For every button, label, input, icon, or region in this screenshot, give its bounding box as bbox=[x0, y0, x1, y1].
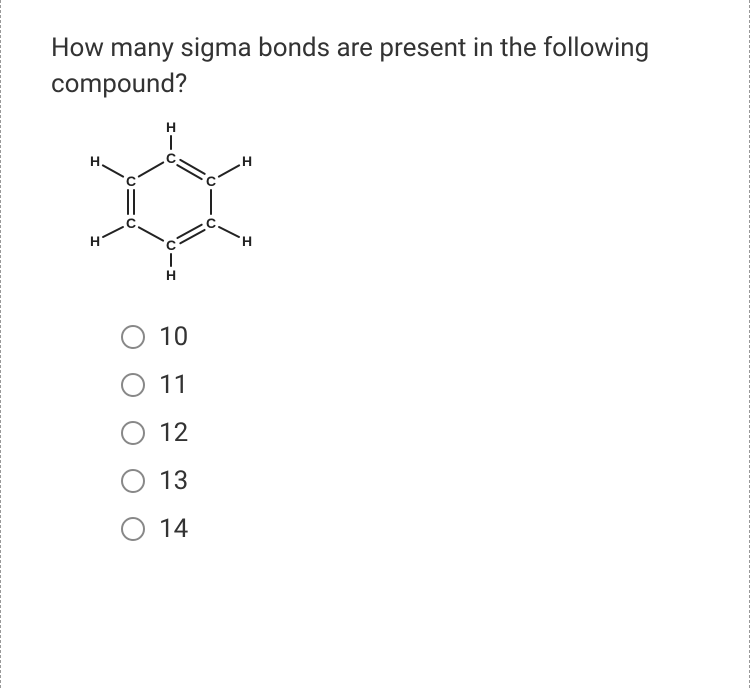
svg-text:C: C bbox=[206, 173, 216, 189]
options-list: 10 11 12 13 14 bbox=[121, 322, 699, 544]
svg-text:C: C bbox=[206, 215, 216, 231]
molecule-diagram: CCCCCCHHHHHH bbox=[71, 113, 699, 292]
option-11[interactable]: 11 bbox=[121, 370, 699, 400]
option-label: 13 bbox=[159, 466, 188, 496]
svg-text:H: H bbox=[90, 153, 100, 169]
radio-icon[interactable] bbox=[121, 469, 145, 493]
radio-icon[interactable] bbox=[121, 517, 145, 541]
svg-text:C: C bbox=[126, 173, 136, 189]
svg-text:H: H bbox=[90, 233, 100, 249]
option-label: 10 bbox=[159, 322, 188, 352]
radio-icon[interactable] bbox=[121, 373, 145, 397]
option-12[interactable]: 12 bbox=[121, 418, 699, 448]
option-13[interactable]: 13 bbox=[121, 466, 699, 496]
radio-icon[interactable] bbox=[121, 325, 145, 349]
option-label: 14 bbox=[159, 514, 188, 544]
svg-text:H: H bbox=[166, 119, 176, 135]
svg-text:C: C bbox=[166, 237, 176, 253]
svg-text:C: C bbox=[166, 150, 176, 166]
question-text: How many sigma bonds are present in the … bbox=[51, 30, 699, 103]
svg-text:C: C bbox=[126, 215, 136, 231]
svg-text:H: H bbox=[242, 153, 252, 169]
option-10[interactable]: 10 bbox=[121, 322, 699, 352]
option-label: 12 bbox=[159, 418, 188, 448]
benzene-structure: CCCCCCHHHHHH bbox=[71, 113, 271, 288]
option-14[interactable]: 14 bbox=[121, 514, 699, 544]
svg-text:H: H bbox=[166, 267, 176, 283]
option-label: 11 bbox=[159, 370, 188, 400]
svg-text:H: H bbox=[242, 233, 252, 249]
radio-icon[interactable] bbox=[121, 421, 145, 445]
